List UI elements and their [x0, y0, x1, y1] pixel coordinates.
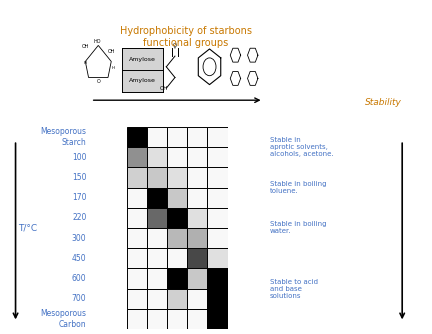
Bar: [167, 127, 187, 147]
Bar: [207, 228, 228, 248]
Bar: [207, 268, 228, 289]
Text: 170: 170: [72, 193, 86, 202]
Text: 300: 300: [72, 233, 86, 242]
Bar: [187, 127, 207, 147]
Text: HO: HO: [93, 39, 101, 44]
Text: Stable to acid
and base
solutions: Stable to acid and base solutions: [270, 279, 318, 299]
Bar: [167, 167, 187, 187]
Bar: [147, 309, 167, 329]
Text: H: H: [111, 66, 114, 70]
Bar: [147, 187, 167, 208]
Bar: [167, 309, 187, 329]
Text: Stable in boiling
toluene.: Stable in boiling toluene.: [270, 181, 327, 194]
Bar: [167, 268, 187, 289]
Text: 450: 450: [72, 254, 86, 263]
Bar: [207, 127, 228, 147]
Bar: [127, 187, 147, 208]
Bar: [127, 208, 147, 228]
Text: Amylose: Amylose: [129, 57, 156, 62]
Text: Mesoporous
Carbon: Mesoporous Carbon: [41, 309, 86, 329]
Bar: [167, 187, 187, 208]
Text: T/°C: T/°C: [19, 223, 38, 232]
Bar: [187, 208, 207, 228]
Bar: [147, 248, 167, 268]
Text: 150: 150: [72, 173, 86, 182]
Bar: [187, 248, 207, 268]
Bar: [127, 248, 147, 268]
Bar: [147, 127, 167, 147]
Bar: [187, 147, 207, 167]
Bar: [147, 228, 167, 248]
Bar: [167, 208, 187, 228]
Text: H: H: [84, 61, 87, 65]
Bar: [187, 268, 207, 289]
Bar: [207, 147, 228, 167]
Text: 100: 100: [72, 153, 86, 162]
Text: OH: OH: [160, 86, 168, 91]
Text: Stable in
aprotic solvents,
alcohols, acetone.: Stable in aprotic solvents, alcohols, ac…: [270, 137, 334, 157]
Text: Mesoporous
Starch: Mesoporous Starch: [41, 127, 86, 147]
Bar: [187, 167, 207, 187]
Bar: [187, 228, 207, 248]
Text: Hydrophobicity of starbons
functional groups: Hydrophobicity of starbons functional gr…: [120, 26, 252, 47]
Bar: [187, 309, 207, 329]
Bar: [167, 289, 187, 309]
Bar: [147, 208, 167, 228]
Text: O: O: [173, 43, 177, 48]
Text: OH: OH: [82, 44, 89, 49]
Bar: [167, 147, 187, 167]
Bar: [127, 228, 147, 248]
Bar: [187, 289, 207, 309]
Text: Stability: Stability: [365, 98, 402, 107]
Bar: [187, 187, 207, 208]
Bar: [127, 127, 147, 147]
Bar: [127, 268, 147, 289]
Text: 220: 220: [72, 213, 86, 222]
Bar: [207, 167, 228, 187]
Bar: [207, 208, 228, 228]
Text: 600: 600: [72, 274, 86, 283]
Text: Amylose: Amylose: [129, 78, 156, 84]
Bar: [147, 167, 167, 187]
Bar: [127, 167, 147, 187]
Bar: [147, 268, 167, 289]
Bar: [167, 228, 187, 248]
Text: OH: OH: [108, 49, 115, 54]
Bar: [127, 289, 147, 309]
Bar: [207, 187, 228, 208]
Bar: [207, 309, 228, 329]
Text: O: O: [96, 79, 100, 84]
Bar: [207, 289, 228, 309]
Bar: [207, 248, 228, 268]
Bar: [167, 248, 187, 268]
Text: 700: 700: [72, 294, 86, 303]
Bar: [147, 147, 167, 167]
Bar: [127, 309, 147, 329]
Bar: [147, 289, 167, 309]
Bar: [127, 147, 147, 167]
Text: Stable in boiling
water.: Stable in boiling water.: [270, 221, 327, 234]
